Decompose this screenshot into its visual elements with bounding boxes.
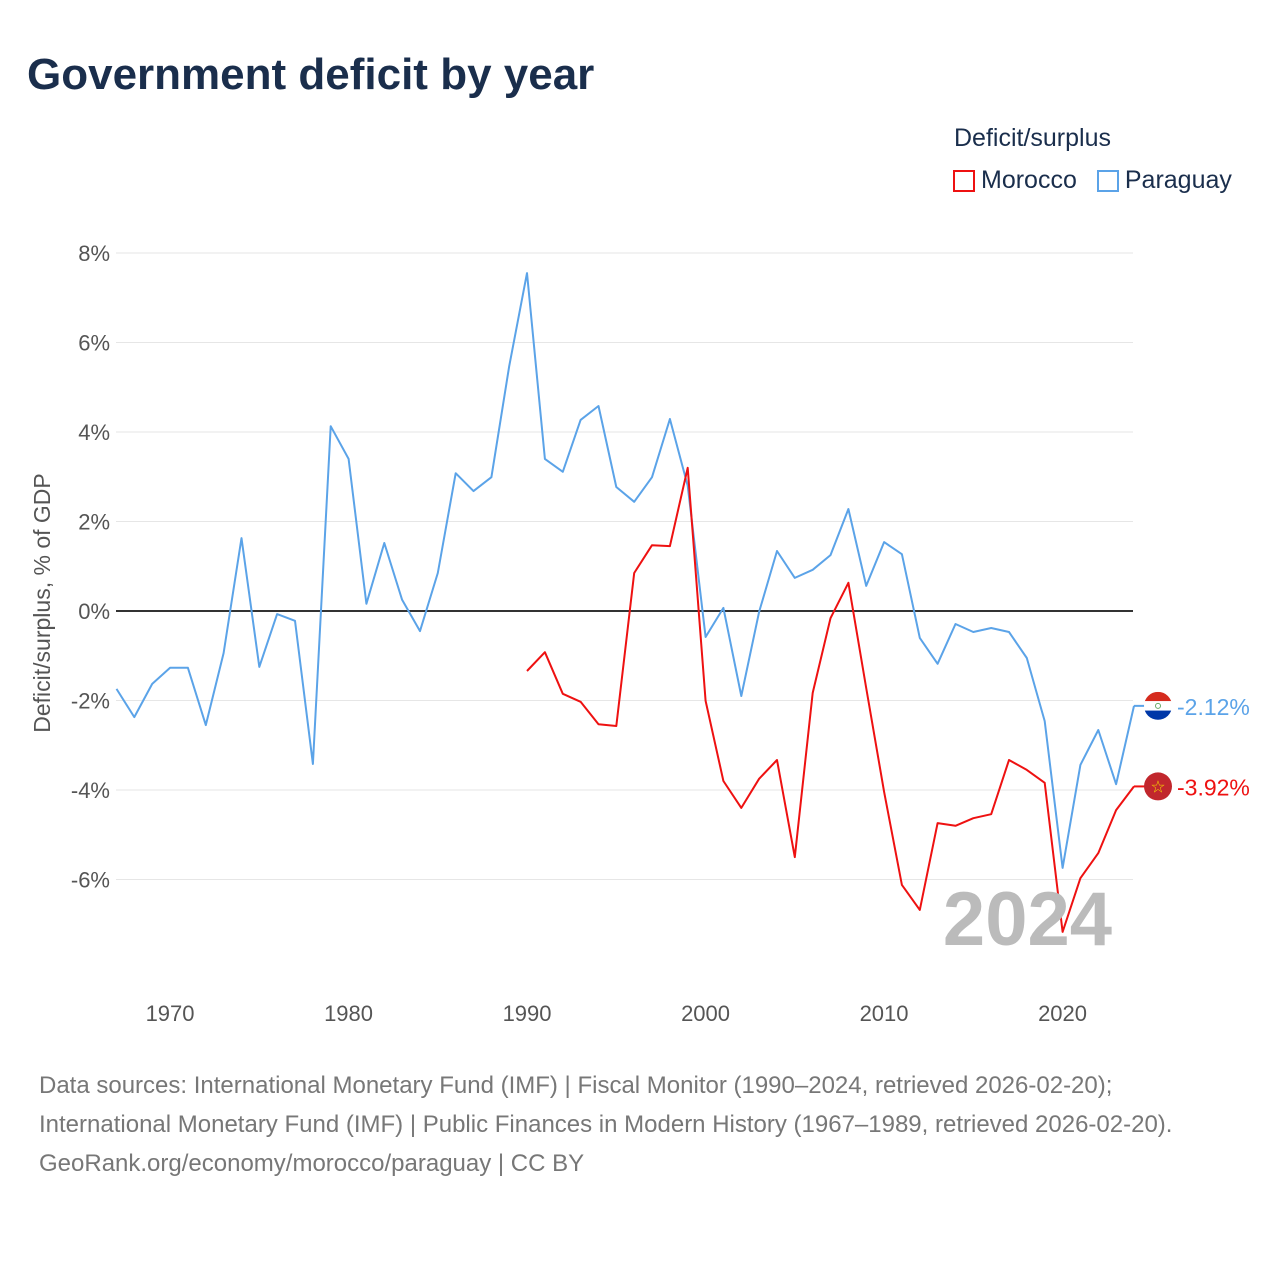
- flag-field: [1144, 772, 1172, 801]
- x-tick-label: 1990: [503, 1001, 552, 1026]
- x-tick-label: 1980: [324, 1001, 373, 1026]
- y-tick-label: 8%: [78, 241, 110, 266]
- end-value-label-paraguay: -2.12%: [1177, 694, 1250, 720]
- end-value-label-morocco: -3.92%: [1177, 774, 1250, 800]
- footer: Data sources: International Monetary Fun…: [39, 1066, 1239, 1183]
- legend: Morocco Paraguay: [953, 166, 1232, 195]
- flag-stripe: [1144, 691, 1172, 702]
- legend-swatch-morocco: [953, 169, 975, 192]
- data-sources: Data sources: International Monetary Fun…: [39, 1072, 1173, 1138]
- flag-emblem: [1155, 702, 1161, 709]
- y-tick-label: 6%: [78, 331, 110, 356]
- y-tick-label: -4%: [71, 778, 110, 803]
- y-axis-label: Deficit/surplus, % of GDP: [29, 473, 55, 732]
- legend-item-morocco[interactable]: Morocco: [953, 166, 1077, 195]
- x-tick-label: 1970: [146, 1001, 195, 1026]
- x-tick-label: 2020: [1038, 1001, 1087, 1026]
- y-tick-label: -2%: [71, 689, 110, 714]
- flag-star: ☆: [1150, 777, 1165, 796]
- series-line-morocco: [526, 466, 1135, 933]
- year-watermark: 2024: [943, 877, 1112, 962]
- flag-morocco-icon: ☆: [1144, 772, 1172, 801]
- flag-stripe: [1144, 701, 1172, 711]
- x-tick-label: 2000: [681, 1001, 730, 1026]
- flag-paraguay-icon: [1144, 691, 1172, 720]
- flag-stripe: [1144, 710, 1172, 720]
- legend-title: Deficit/surplus: [954, 124, 1111, 152]
- legend-swatch-paraguay: [1096, 169, 1119, 192]
- x-tick-label: 2010: [860, 1001, 909, 1026]
- credit-link[interactable]: GeoRank.org/economy/morocco/paraguay | C…: [39, 1150, 585, 1177]
- y-tick-label: 0%: [78, 599, 110, 624]
- y-tick-label: -6%: [71, 868, 110, 893]
- y-tick-label: 4%: [78, 420, 110, 445]
- y-tick-label: 2%: [78, 510, 110, 535]
- legend-label: Paraguay: [1124, 166, 1232, 194]
- chart-title: Government deficit by year: [27, 50, 595, 99]
- series-line-paraguay: [115, 272, 1135, 869]
- legend-item-paraguay[interactable]: Paraguay: [1096, 166, 1232, 195]
- legend-label: Morocco: [981, 166, 1077, 194]
